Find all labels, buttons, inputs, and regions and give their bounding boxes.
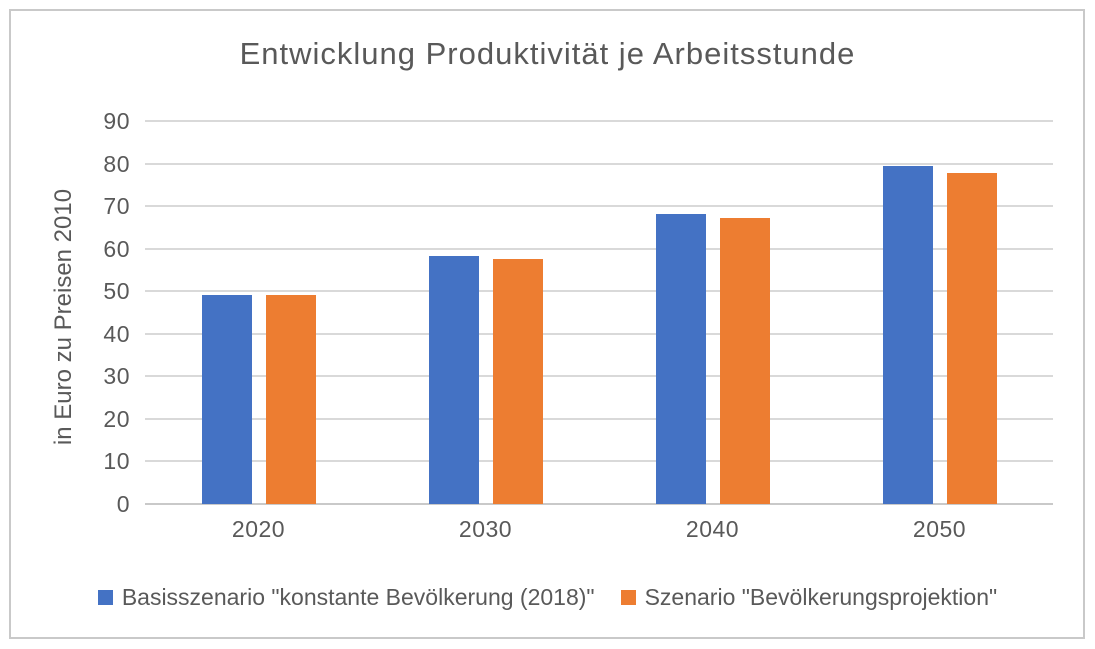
bar-series1-2030 [492, 258, 543, 504]
x-tick-label-2040: 2040 [685, 516, 740, 542]
gridline-70 [145, 205, 1053, 208]
gridline-50 [145, 290, 1053, 293]
y-tick-label-30: 30 [103, 363, 130, 390]
gridline-10 [145, 460, 1053, 463]
plot-area [145, 120, 1053, 505]
gridline-60 [145, 247, 1053, 250]
legend-label-1: Szenario "Bevölkerungsprojektion" [644, 584, 998, 610]
bar-series0-2030 [428, 255, 479, 504]
y-tick-label-10: 10 [103, 448, 130, 475]
x-tick-label-2050: 2050 [912, 516, 967, 542]
legend-swatch-icon [97, 590, 113, 605]
y-tick-label-50: 50 [103, 278, 130, 305]
legend-item-0: Basisszenario "konstante Bevölkerung (20… [97, 584, 595, 611]
y-tick-label-0: 0 [116, 491, 130, 517]
x-tick-label-2020: 2020 [231, 516, 286, 542]
gridline-30 [145, 375, 1053, 378]
gridline-40 [145, 332, 1053, 335]
gridline-20 [145, 417, 1053, 420]
y-tick-label-80: 80 [103, 150, 130, 177]
y-tick-label-20: 20 [103, 405, 130, 432]
bar-series1-2020 [265, 295, 316, 504]
y-tick-label-40: 40 [103, 320, 130, 347]
chart-title: Entwicklung Produktivität je Arbeitsstun… [239, 36, 856, 71]
bar-series1-2050 [946, 173, 997, 504]
y-tick-label-60: 60 [103, 235, 130, 262]
bar-series0-2020 [201, 294, 252, 504]
gridline-0 [145, 503, 1053, 505]
chart-legend: Basisszenario "konstante Bevölkerung (20… [10, 584, 1085, 611]
legend-swatch-icon [620, 590, 636, 605]
x-tick-label-2030: 2030 [458, 516, 513, 542]
legend-item-1: Szenario "Bevölkerungsprojektion" [620, 584, 998, 611]
bar-series0-2050 [882, 165, 933, 504]
y-tick-label-90: 90 [103, 108, 130, 134]
gridline-90 [145, 120, 1053, 122]
y-tick-label-70: 70 [103, 193, 130, 220]
bar-series1-2040 [719, 217, 770, 504]
legend-label-0: Basisszenario "konstante Bevölkerung (20… [121, 584, 595, 610]
bar-series0-2040 [655, 213, 706, 504]
gridline-80 [145, 162, 1053, 165]
